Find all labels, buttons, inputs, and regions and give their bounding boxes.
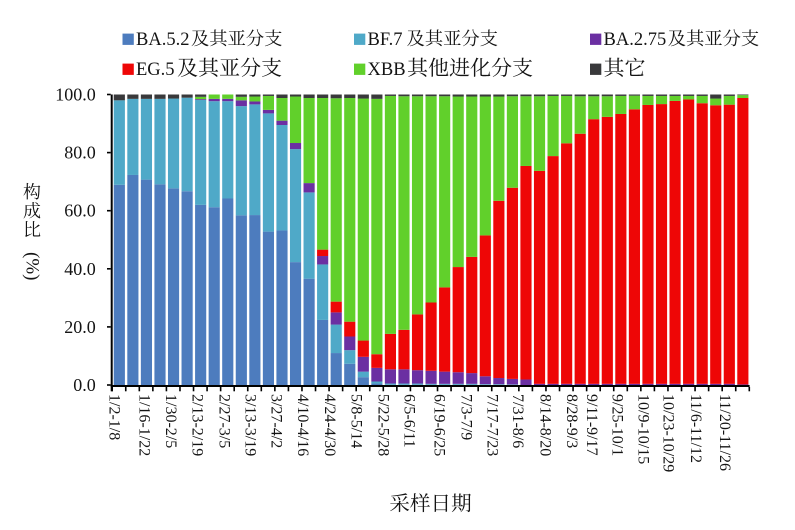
svg-text:5/22-5/28: 5/22-5/28 xyxy=(374,394,391,456)
svg-text:0.0: 0.0 xyxy=(73,375,96,395)
svg-text:7/3-7/9: 7/3-7/9 xyxy=(458,394,475,440)
svg-text:7/17-7/23: 7/17-7/23 xyxy=(484,394,501,456)
svg-text:9/11-9/17: 9/11-9/17 xyxy=(583,394,600,456)
svg-text:40.0: 40.0 xyxy=(64,259,96,279)
svg-text:11/6-11/12: 11/6-11/12 xyxy=(687,394,704,463)
svg-text:20.0: 20.0 xyxy=(64,317,96,337)
svg-text:7/31-8/6: 7/31-8/6 xyxy=(509,394,526,448)
svg-text:EG.5: EG.5 xyxy=(136,60,175,80)
svg-text:9/25-10/1: 9/25-10/1 xyxy=(609,394,626,456)
svg-text:5/8-5/14: 5/8-5/14 xyxy=(348,394,365,448)
svg-text:80.0: 80.0 xyxy=(64,143,96,163)
svg-text:BA.2.75: BA.2.75 xyxy=(604,30,667,50)
svg-text:10/9-10/15: 10/9-10/15 xyxy=(635,394,652,464)
svg-text:100.0: 100.0 xyxy=(55,85,96,105)
svg-text:6/5-6/11: 6/5-6/11 xyxy=(401,394,418,448)
svg-text:3/13-3/19: 3/13-3/19 xyxy=(242,394,259,456)
svg-text:4/24-4/30: 4/24-4/30 xyxy=(321,394,338,456)
svg-text:4/10-4/16: 4/10-4/16 xyxy=(294,394,311,456)
svg-text:8/28-9/3: 8/28-9/3 xyxy=(563,394,580,448)
svg-text:1/16-1/22: 1/16-1/22 xyxy=(136,394,153,456)
svg-text:8/14-8/20: 8/14-8/20 xyxy=(536,394,553,456)
svg-text:BA.5.2: BA.5.2 xyxy=(136,30,189,50)
svg-text:2/13-2/19: 2/13-2/19 xyxy=(189,394,206,456)
svg-text:11/20-11/26: 11/20-11/26 xyxy=(716,394,733,471)
svg-text:(%): (%) xyxy=(22,252,43,280)
svg-text:XBB: XBB xyxy=(368,60,406,80)
svg-text:3/27-4/2: 3/27-4/2 xyxy=(268,394,285,448)
svg-text:6/19-6/25: 6/19-6/25 xyxy=(431,394,448,456)
svg-text:60.0: 60.0 xyxy=(64,201,96,221)
svg-text:2/27-3/5: 2/27-3/5 xyxy=(216,394,233,448)
svg-text:BF.7: BF.7 xyxy=(368,30,403,50)
svg-text:1/30-2/5: 1/30-2/5 xyxy=(162,394,179,448)
svg-text:10/23-10/29: 10/23-10/29 xyxy=(660,394,677,472)
svg-text:1/2-1/8: 1/2-1/8 xyxy=(106,394,123,440)
